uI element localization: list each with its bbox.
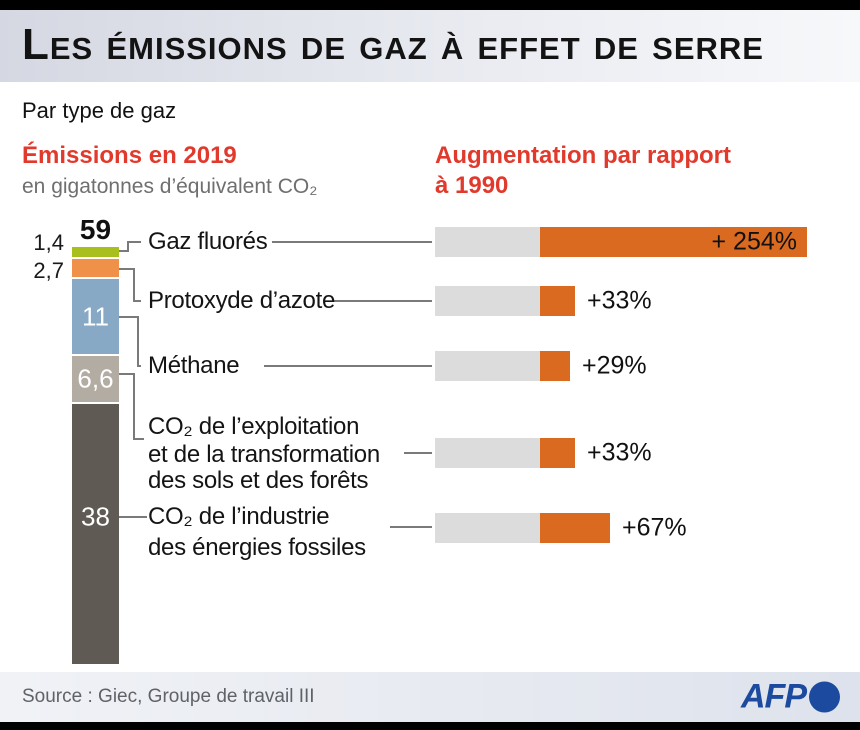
left-column-header: Émissions en 2019 en gigatonnes d’équiva… <box>22 141 317 201</box>
baseline-bar-row5 <box>435 513 540 543</box>
left-header-title: Émissions en 2019 <box>22 142 237 169</box>
stacked-bar-segment-2 <box>72 258 119 278</box>
row-label-5-line1: CO₂ de l’industrie <box>148 503 330 530</box>
afp-logo-circle-icon <box>809 681 840 713</box>
stacked-bar-segment-4 <box>72 356 119 402</box>
segment-value-inside: 11 <box>82 301 109 332</box>
segment-value-inside: 6,6 <box>77 363 114 394</box>
right-header-line1: Augmentation par rapport <box>435 142 732 169</box>
left-connector-row3 <box>119 316 141 367</box>
pct-label-row2: +33% <box>587 286 652 315</box>
left-header-unit: en gigatonnes d’équivalent CO₂ <box>22 175 318 198</box>
stacked-bar-segment-1 <box>72 247 119 257</box>
row-label-5-line2: des énergies fossiles <box>148 534 366 561</box>
stacked-bar-total-value: 59 <box>79 214 112 245</box>
bottom-border <box>0 722 860 730</box>
increase-bar-row1 <box>540 227 807 257</box>
increase-bar-row2 <box>540 286 575 316</box>
right-column-header: Augmentation par rapport à 1990 <box>435 141 731 201</box>
stacked-bar-segment-3 <box>72 279 119 355</box>
page-title: Les émissions de gaz à effet de serre <box>22 20 764 69</box>
segment-value-outside: 1,4 <box>33 230 64 255</box>
increase-bar-row5 <box>540 513 610 543</box>
left-connector-row2 <box>119 268 141 302</box>
pct-label-row3: +29% <box>582 351 647 380</box>
row-label-1-line1: Gaz fluorés <box>148 228 268 255</box>
right-header-line2: à 1990 <box>435 172 509 199</box>
pct-label-row1: + 254% <box>711 227 798 256</box>
afp-logo: AFP <box>741 678 840 717</box>
baseline-bar-row2 <box>435 286 540 316</box>
baseline-bar-row4 <box>435 438 540 468</box>
row-label-4-line3: des sols et des forêts <box>148 467 369 494</box>
left-connector-row1 <box>119 241 141 252</box>
afp-logo-text: AFP <box>741 677 807 716</box>
footer-band: Source : Giec, Groupe de travail III AFP <box>0 672 860 722</box>
pct-label-row4: +33% <box>587 438 652 467</box>
row-label-3-line1: Méthane <box>148 352 240 379</box>
row-label-4-line2: et de la transformation <box>148 441 380 468</box>
increase-bar-row3 <box>540 351 570 381</box>
left-connector-row4 <box>119 373 144 440</box>
row-label-4-line1: CO₂ de l’exploitation <box>148 413 360 440</box>
title-banner: Les émissions de gaz à effet de serre <box>0 10 860 82</box>
segment-value-inside: 38 <box>81 501 110 532</box>
segment-value-outside: 2,7 <box>33 258 64 283</box>
stacked-bar-segment-5 <box>72 403 119 664</box>
row-label-2-line1: Protoxyde d’azote <box>148 287 336 314</box>
chart-subtitle: Par type de gaz <box>22 98 177 123</box>
pct-label-row5: +67% <box>622 513 687 542</box>
increase-bar-row4 <box>540 438 575 468</box>
baseline-bar-row1 <box>435 227 540 257</box>
source-note: Source : Giec, Groupe de travail III <box>22 686 315 707</box>
top-border <box>0 0 860 10</box>
baseline-bar-row3 <box>435 351 540 381</box>
